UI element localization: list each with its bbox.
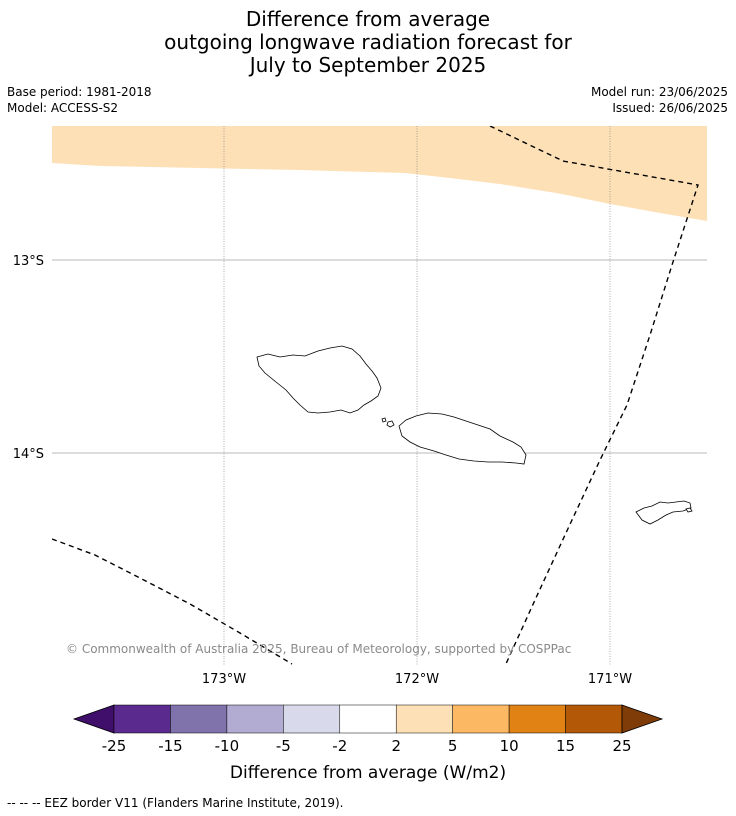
colorbar-segment xyxy=(339,704,397,734)
colorbar-segment xyxy=(170,704,228,734)
eez-footnote: -- -- -- EEZ border V11 (Flanders Marine… xyxy=(7,796,344,810)
eez-border-west xyxy=(52,538,293,665)
colorbar-segment xyxy=(226,704,284,734)
colorbar-segment xyxy=(113,704,171,734)
colorbar-tick-label: -5 xyxy=(276,737,291,755)
title-line-3: July to September 2025 xyxy=(249,53,487,77)
copyright-text: © Commonwealth of Australia 2025, Bureau… xyxy=(66,642,571,656)
colorbar-segment xyxy=(283,704,341,734)
colorbar-segment xyxy=(508,704,566,734)
tutuila-island xyxy=(635,500,692,525)
eez-border xyxy=(52,126,699,666)
colorbar-tick-label: 2 xyxy=(391,737,401,755)
colorbar-tick-label: -15 xyxy=(158,737,183,755)
anomaly-region xyxy=(52,126,707,221)
meta-left: Base period: 1981-2018 Model: ACCESS-S2 xyxy=(7,84,152,116)
lon-label-172w: 172°W xyxy=(395,672,439,687)
manono-island xyxy=(381,417,387,423)
colorbar-max-arrow xyxy=(621,704,664,734)
colorbar-label: Difference from average (W/m2) xyxy=(230,763,506,783)
title-line-1: Difference from average xyxy=(245,7,491,31)
lat-label-13s: 13°S xyxy=(13,254,44,269)
aunuu-island xyxy=(685,507,693,513)
map-background xyxy=(52,126,707,666)
colorbar-segment xyxy=(395,704,453,734)
title-line-2: outgoing longwave radiation forecast for xyxy=(164,30,572,54)
upolu-island xyxy=(398,412,527,465)
colorbar-tick-label: -25 xyxy=(102,737,127,755)
colorbar-tick-label: 5 xyxy=(448,737,458,755)
gridlines xyxy=(52,126,707,666)
lat-label-14s: 14°S xyxy=(13,447,44,462)
meta-right: Model run: 23/06/2025 Issued: 26/06/2025 xyxy=(591,84,728,116)
colorbar-tick-label: 25 xyxy=(612,737,631,755)
colorbar: -25 -15 -10 -5 -2 2 5 10 15 25 xyxy=(72,704,664,755)
base-period-text: Base period: 1981-2018 xyxy=(7,85,152,99)
colorbar-tick-label: -2 xyxy=(332,737,347,755)
colorbar-tick-label: 10 xyxy=(500,737,519,755)
savaii-island xyxy=(256,345,382,414)
issued-text: Issued: 26/06/2025 xyxy=(612,101,728,115)
lon-label-171w: 171°W xyxy=(588,672,632,687)
colorbar-segment xyxy=(452,704,510,734)
colorbar-segment xyxy=(565,704,623,734)
model-text: Model: ACCESS-S2 xyxy=(7,101,119,115)
model-run-text: Model run: 23/06/2025 xyxy=(590,85,728,99)
apolima-island xyxy=(386,420,395,428)
colorbar-tick-label: 15 xyxy=(556,737,575,755)
lon-label-173w: 173°W xyxy=(202,672,246,687)
colorbar-min-arrow xyxy=(72,704,115,734)
islands xyxy=(256,345,693,525)
map-title: Difference from average outgoing longwav… xyxy=(0,8,736,77)
colorbar-tick-label: -10 xyxy=(215,737,240,755)
map-area xyxy=(52,126,707,666)
